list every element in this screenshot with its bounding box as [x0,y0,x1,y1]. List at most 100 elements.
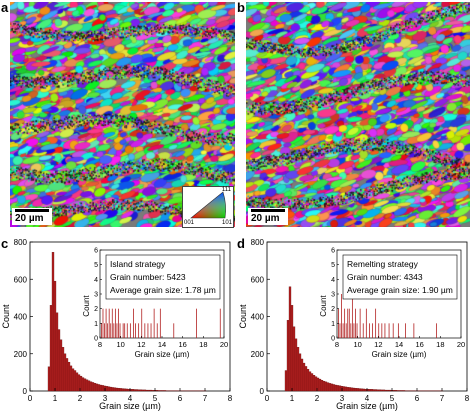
y-tick-label: 0 [23,387,28,396]
ipf-triangle-icon [190,191,226,219]
histogram-bar [352,387,356,392]
panel-label-a: a [1,0,9,15]
inset-bar [110,323,112,338]
inset-y-tick-label: 3 [331,292,335,299]
inset-bar [144,323,146,338]
legend-average-grain-size: Average grain size: 1.78 µm [110,285,216,295]
scale-bar-label: 20 µm [251,213,280,224]
inset-bar [119,323,121,338]
inset-bar [359,308,361,338]
x-tick-label: 6 [178,394,183,403]
histogram-bar [57,329,61,392]
histogram-bar [101,385,105,392]
inset-bar [141,308,143,338]
histogram-bar [125,388,129,392]
histogram-bar [362,388,366,392]
inset-bar [156,323,158,338]
histogram-bar [348,387,352,392]
x-tick-label: 0 [28,394,33,403]
inset-bar [147,323,149,338]
histogram-bar [336,385,340,392]
histogram-bar [386,389,390,392]
histogram-bar [117,388,121,392]
y-axis-label: Count [1,304,11,329]
x-tick-label: 7 [440,394,445,403]
inset-bar [118,308,119,338]
ipf-key-right: 101 [221,220,232,226]
inset-bar [153,308,155,338]
histogram-bar [143,389,147,392]
inset-bar [219,308,221,338]
histogram-bar [398,390,402,392]
inset-x-tick-label: 14 [395,340,403,349]
histogram-bar [55,312,59,392]
histogram-bar [113,387,117,392]
inset-y-tick-label: 5 [94,262,98,269]
inset-bar [381,323,383,338]
histogram-bar [119,388,123,392]
x-axis-label: Grain size (µm) [99,401,161,411]
x-tick-label: 4 [128,394,133,403]
inset-bar [388,323,390,338]
histogram-bar [318,378,322,392]
histogram-bar [161,390,165,392]
histogram-bar [137,389,141,392]
inset-bar [362,323,364,338]
histogram-bar [69,365,73,392]
panel-label-d: d [237,236,245,251]
inset-x-tick-label: 16 [178,340,186,349]
histogram-bar [288,286,292,392]
inset-bar [350,323,352,338]
inset-x-tick-label: 12 [137,340,145,349]
inset-bar [355,308,356,338]
x-tick-label: 0 [265,394,270,403]
histogram-bar [330,383,334,392]
inset-bar [348,308,350,338]
inset-y-tick-label: 2 [331,306,335,313]
inset-y-tick-label: 3 [94,292,98,299]
inset-bar [365,308,367,338]
inset-bar [378,323,380,338]
histogram-bar [97,384,101,392]
y-tick-label: 600 [251,275,265,284]
inset-x-tick-label: 16 [415,340,423,349]
inset-y-tick-label: 6 [331,248,335,255]
inset-bar [113,323,115,338]
x-tick-label: 5 [153,394,158,403]
inset-y-axis-label: Count [82,295,91,317]
x-tick-label: 8 [465,394,470,403]
histogram-bar [111,387,115,392]
inset-bar [347,308,349,338]
histogram-bar [89,381,93,392]
histogram-bar [107,386,111,392]
histogram-bar [49,305,53,392]
histogram-bar [121,388,125,392]
panel-label-c: c [1,236,9,251]
inset-y-tick-label: 0 [94,336,98,343]
inset-bar [351,294,353,338]
inset-bar [173,323,175,338]
y-tick-label: 0 [260,387,265,396]
histogram-bar [388,389,392,392]
x-tick-label: 5 [390,394,395,403]
inset-y-tick-label: 1 [331,321,335,328]
inset-bar [122,323,124,338]
histogram-bar [382,389,386,392]
histogram-bar [284,370,288,392]
histogram-bar [85,379,89,392]
histogram-bar [163,390,167,392]
y-tick-label: 200 [14,350,28,359]
histogram-bar [392,390,396,392]
histogram-bar [286,320,290,392]
inset-y-tick-label: 2 [94,306,98,313]
histogram-bar [91,382,95,392]
x-tick-label: 1 [290,394,295,403]
panel-label-b: b [237,0,245,15]
histogram-bar [93,383,97,392]
histogram-bar [324,381,328,392]
histogram-bar [155,390,159,392]
legend-average-grain-size: Average grain size: 1.90 µm [347,285,453,295]
inset-y-tick-label: 1 [94,321,98,328]
inset-bar [369,323,370,338]
